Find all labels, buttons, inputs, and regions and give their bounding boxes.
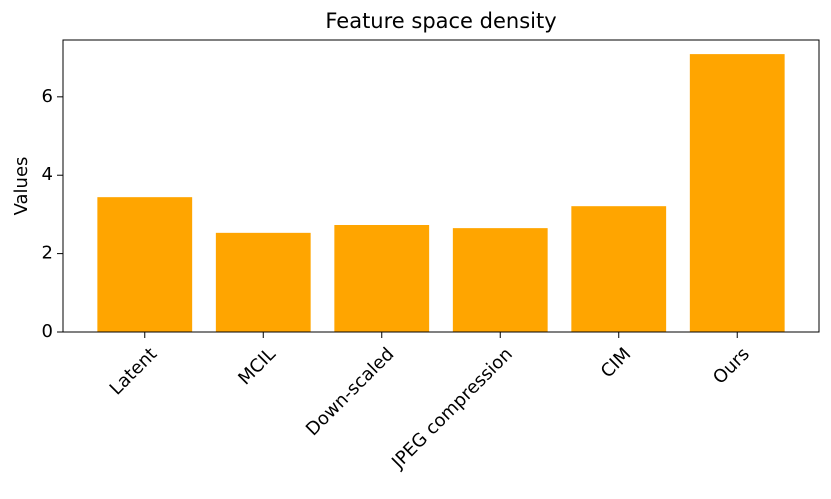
bar [334, 224, 430, 332]
y-axis-label: Values [11, 157, 32, 216]
bar [452, 228, 548, 332]
y-tick-label: 6 [42, 86, 53, 107]
bar [689, 54, 785, 332]
y-tick-label: 2 [42, 243, 53, 264]
y-tick-label: 0 [42, 321, 53, 342]
x-tick-label: MCIL [234, 344, 280, 390]
x-tick-label: CIM [597, 344, 635, 382]
bar [97, 197, 193, 332]
plot-frame [62, 39, 820, 333]
x-tick-label: Down-scaled [302, 344, 398, 440]
chart-title: Feature space density [325, 9, 556, 33]
y-tick-label: 4 [42, 164, 53, 185]
bar [571, 206, 667, 332]
x-tick-label: Latent [106, 344, 162, 400]
x-tick-label: Ours [709, 344, 754, 389]
bar [215, 232, 311, 332]
x-tick-label: JPEG compression [387, 344, 517, 474]
